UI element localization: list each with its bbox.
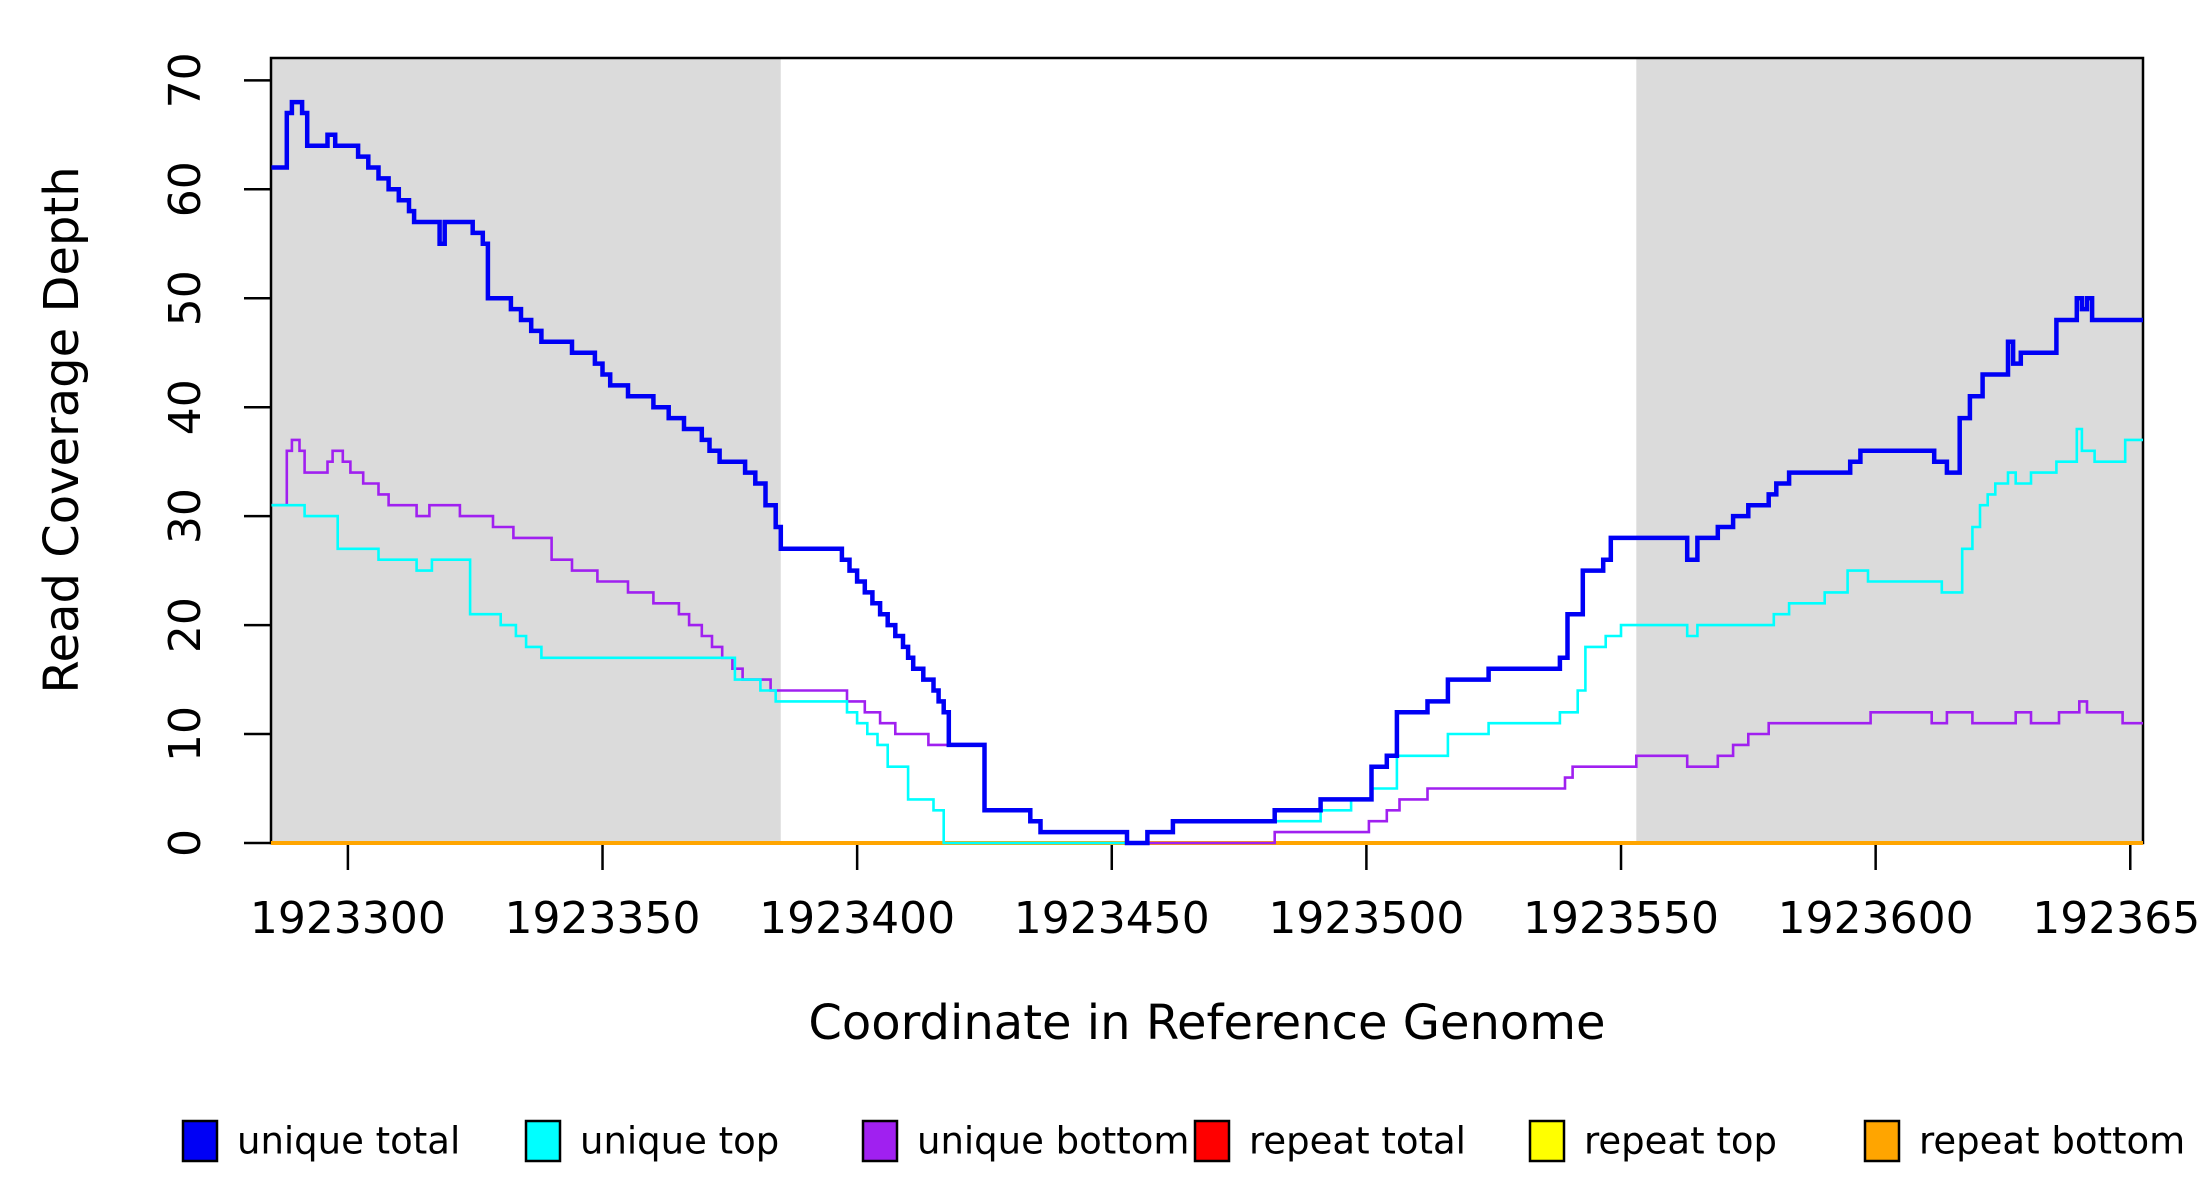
shaded-region-1 — [271, 58, 781, 843]
y-tick-label: 60 — [160, 161, 211, 217]
legend-item-unique-top: unique top — [524, 1119, 779, 1163]
x-tick-label: 1923550 — [1523, 893, 1719, 944]
legend-label-repeat-top: repeat top — [1584, 1120, 1777, 1163]
legend-swatch-repeat-bottom — [1863, 1119, 1901, 1163]
legend-item-unique-bottom: unique bottom — [861, 1119, 1189, 1163]
series-unique-bottom — [271, 438, 2143, 845]
legend-label-unique-bottom: unique bottom — [917, 1120, 1189, 1163]
legend-swatch-repeat-top — [1528, 1119, 1566, 1163]
x-tick-label: 1923300 — [250, 893, 446, 944]
x-axis-title: Coordinate in Reference Genome — [808, 995, 1606, 1051]
chart-legend: unique total unique top unique bottom repea… — [181, 1119, 2185, 1163]
legend-item-repeat-total: repeat total — [1193, 1119, 1466, 1163]
legend-swatch-unique-total — [181, 1119, 219, 1163]
y-axis-title: Read Coverage Depth — [34, 166, 90, 694]
x-tick-label: 1923600 — [1778, 893, 1974, 944]
x-tick-label: 1923450 — [1014, 893, 1210, 944]
x-tick-label: 1923400 — [759, 893, 955, 944]
legend-swatch-unique-bottom — [861, 1119, 899, 1163]
y-tick-label: 20 — [160, 597, 211, 653]
series-unique-top — [271, 427, 2143, 845]
series-unique-total — [271, 99, 2143, 846]
legend-label-unique-top: unique top — [580, 1120, 779, 1163]
legend-label-unique-total: unique total — [237, 1120, 460, 1163]
legend-label-repeat-total: repeat total — [1249, 1120, 1466, 1163]
legend-item-repeat-bottom: repeat bottom — [1863, 1119, 2185, 1163]
legend-label-repeat-bottom: repeat bottom — [1919, 1120, 2185, 1163]
y-tick-label: 50 — [160, 270, 211, 326]
x-tick-label: 1923500 — [1268, 893, 1464, 944]
legend-item-unique-total: unique total — [181, 1119, 460, 1163]
legend-swatch-repeat-total — [1193, 1119, 1231, 1163]
y-tick-label: 70 — [160, 52, 211, 108]
y-tick-label: 40 — [160, 379, 211, 435]
y-tick-label: 0 — [160, 829, 211, 857]
legend-swatch-unique-top — [524, 1119, 562, 1163]
y-tick-label: 10 — [160, 706, 211, 762]
legend-item-repeat-top: repeat top — [1528, 1119, 1777, 1163]
y-tick-label: 30 — [160, 488, 211, 544]
x-tick-label: 1923350 — [505, 893, 701, 944]
